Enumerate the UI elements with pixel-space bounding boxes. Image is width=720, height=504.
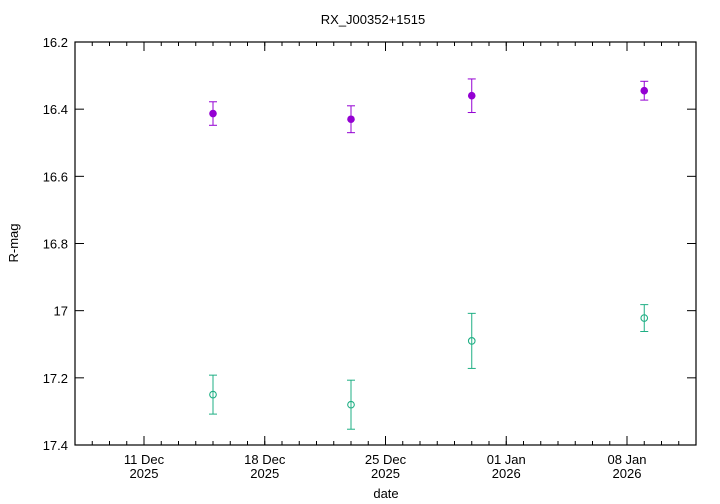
x-tick-year-label: 2025 [371, 466, 400, 481]
data-point-filled [209, 109, 217, 118]
y-tick-label: 17 [54, 304, 68, 319]
plot-frame [74, 41, 697, 446]
x-tick-year-label: 2026 [613, 466, 642, 481]
data-point-filled [467, 91, 476, 100]
data-marks [209, 78, 649, 430]
y-tick-label: 17.2 [43, 371, 68, 386]
x-tick-year-label: 2025 [130, 466, 159, 481]
x-tick-label: 18 Dec [244, 452, 286, 467]
y-tick-label: 16.6 [43, 169, 68, 184]
y-axis-label: R-mag [6, 223, 21, 262]
data-point-open [209, 390, 217, 399]
data-point-open [467, 337, 476, 345]
y-tick-label: 16.8 [43, 237, 68, 252]
y-tick-label: 17.4 [43, 438, 68, 453]
data-point-filled [640, 86, 649, 95]
x-tick-year-label: 2026 [492, 466, 521, 481]
x-tick-label: 25 Dec [365, 452, 407, 467]
x-axis-label: date [373, 486, 398, 501]
data-point-filled [347, 115, 355, 124]
x-tick-label: 11 Dec [124, 452, 165, 467]
chart-title: RX_J00352+1515 [321, 12, 425, 27]
x-tick-year-label: 2025 [250, 466, 279, 481]
y-tick-label: 16.2 [43, 35, 68, 50]
data-point-open [347, 400, 355, 409]
data-point-open [640, 314, 649, 322]
x-tick-label: 08 Jan [607, 452, 646, 467]
x-tick-label: 01 Jan [487, 452, 526, 467]
y-tick-label: 16.4 [43, 102, 68, 117]
